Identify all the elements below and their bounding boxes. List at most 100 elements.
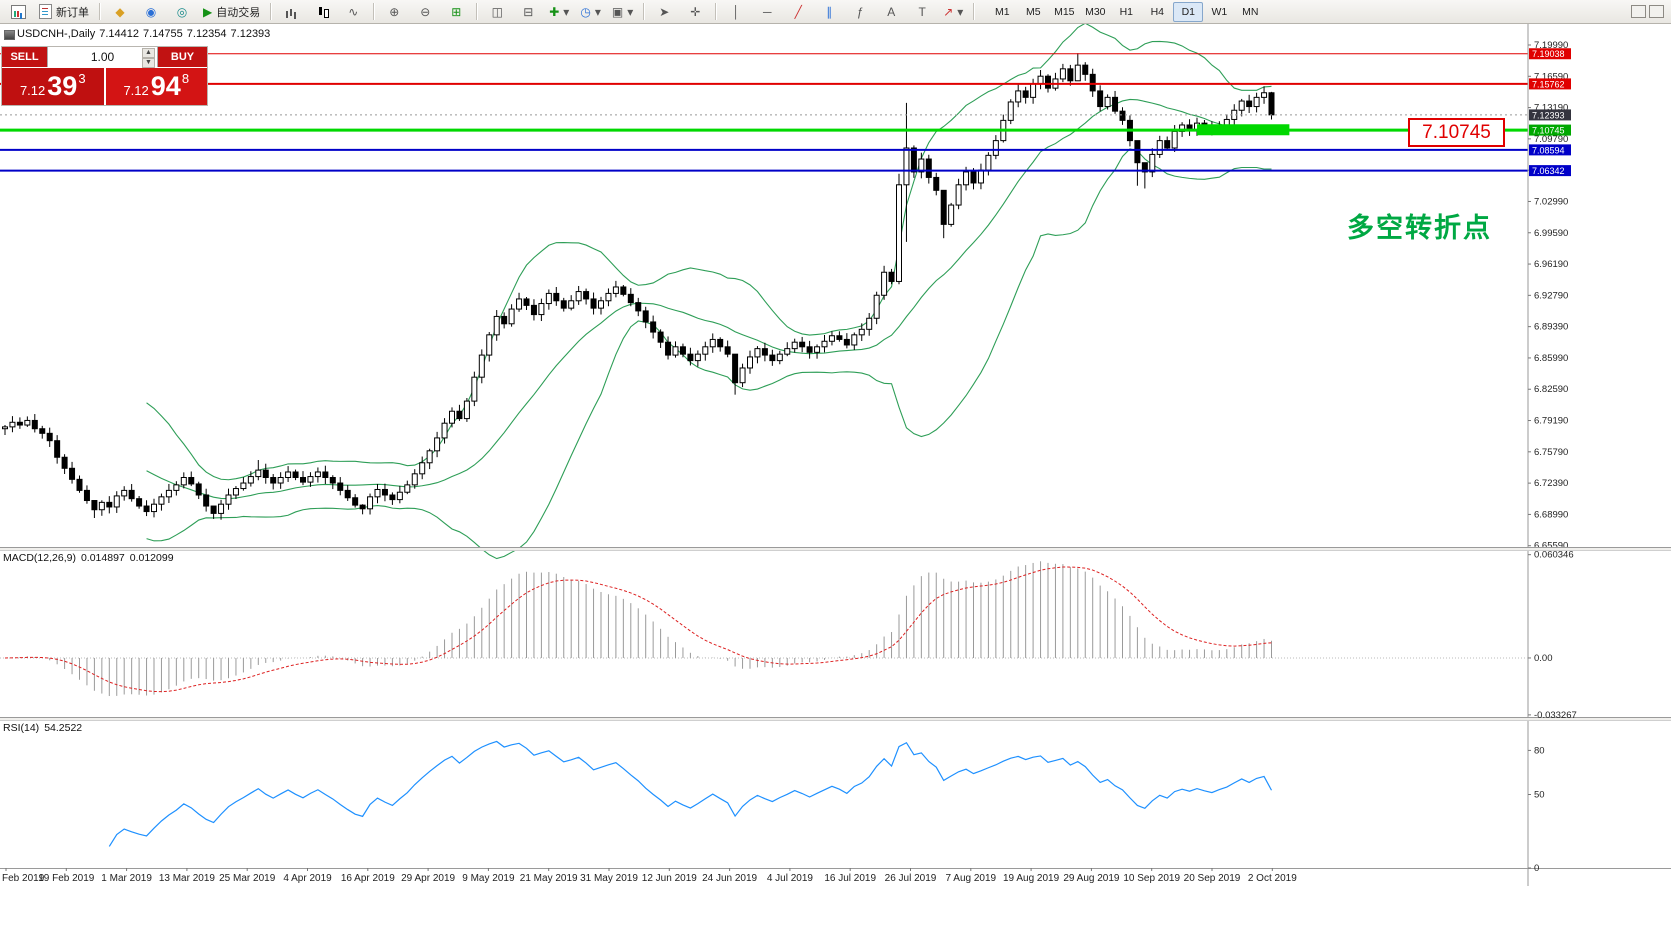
- svg-text:6.79190: 6.79190: [1534, 416, 1568, 427]
- svg-text:12 Jun 2019: 12 Jun 2019: [642, 873, 697, 884]
- timeframe-button-d1[interactable]: D1: [1173, 1, 1204, 22]
- svg-text:50: 50: [1534, 790, 1545, 801]
- zoom-in-icon: ⊕: [389, 4, 400, 19]
- svg-text:7.19038: 7.19038: [1532, 49, 1565, 59]
- svg-text:-0.033267: -0.033267: [1534, 710, 1577, 721]
- timeframe-button-h1[interactable]: H1: [1119, 5, 1134, 18]
- horizontal-line-button[interactable]: ─: [752, 1, 782, 23]
- svg-text:6.85990: 6.85990: [1534, 353, 1568, 364]
- bar-chart-button[interactable]: [276, 1, 306, 23]
- trendline-button[interactable]: ╱: [783, 1, 813, 23]
- rsi-label: RSI(14): [3, 722, 40, 734]
- sell-button[interactable]: SELL: [2, 47, 47, 67]
- periods-button[interactable]: ◷ ▾: [575, 1, 606, 23]
- crosshair-button[interactable]: ✛: [680, 1, 710, 23]
- tile-vertical-button[interactable]: ⊟: [513, 1, 543, 23]
- buy-price-button[interactable]: 7.12 94 8: [105, 68, 207, 105]
- templates-button[interactable]: ▣ ▾: [607, 1, 638, 23]
- svg-text:7.12393: 7.12393: [1532, 110, 1565, 120]
- indicators-button[interactable]: ✚ ▾: [544, 1, 574, 23]
- svg-text:Feb 2019: Feb 2019: [2, 873, 45, 884]
- zoom-in-button[interactable]: ⊕: [379, 1, 409, 23]
- pane-splitter[interactable]: [0, 547, 1671, 551]
- new-order-label: 新订单: [56, 6, 89, 19]
- sell-price-button[interactable]: 7.12 39 3: [2, 68, 104, 105]
- svg-text:6.68990: 6.68990: [1534, 509, 1568, 520]
- svg-text:6.65590: 6.65590: [1534, 541, 1568, 552]
- timeframe-button-m30[interactable]: M30: [1085, 5, 1106, 18]
- autotrading-button[interactable]: ▶ 自动交易: [198, 1, 265, 23]
- vertical-line-button[interactable]: │: [721, 1, 751, 23]
- text-tool-button[interactable]: A: [876, 1, 906, 23]
- toolbar-separator: [270, 3, 272, 20]
- cursor-button[interactable]: ➤: [649, 1, 679, 23]
- line-chart-button[interactable]: ∿: [338, 1, 368, 23]
- svg-text:16 Apr 2019: 16 Apr 2019: [341, 873, 395, 884]
- buy-button[interactable]: BUY: [158, 47, 207, 67]
- label-tool-button[interactable]: T: [907, 1, 937, 23]
- rsi-line: [108, 740, 1273, 847]
- tile-horizontal-button[interactable]: ◫: [482, 1, 512, 23]
- price-axis[interactable]: 7.199907.165907.131907.097907.063907.029…: [1527, 24, 1571, 886]
- candlestick-chart-button[interactable]: [307, 1, 337, 23]
- volume-up-icon[interactable]: ▲: [142, 48, 155, 58]
- timeframe-button-h4[interactable]: H4: [1150, 5, 1165, 18]
- dropdown-icon: ▾: [563, 4, 570, 19]
- arrows-button[interactable]: ↗ ▾: [938, 1, 968, 23]
- svg-text:24 Jun 2019: 24 Jun 2019: [702, 873, 757, 884]
- candlestick-chart-icon: [316, 5, 329, 18]
- svg-text:7.16590: 7.16590: [1534, 71, 1568, 82]
- grid-icon: ⊞: [451, 4, 462, 19]
- svg-text:19 Feb 2019: 19 Feb 2019: [38, 873, 95, 884]
- toolbar-separator: [973, 3, 975, 20]
- macd-header: MACD(12,26,9) 0.014897 0.012099: [3, 552, 179, 564]
- profiles-icon: ◆: [115, 4, 125, 19]
- svg-text:7.09790: 7.09790: [1534, 134, 1568, 145]
- window-restore-icon[interactable]: [1631, 5, 1646, 18]
- timeframe-button-m15[interactable]: M15: [1054, 5, 1075, 18]
- horizontal-lines[interactable]: [0, 53, 1528, 172]
- window-options-icon[interactable]: [1649, 5, 1664, 18]
- svg-text:6.92790: 6.92790: [1534, 290, 1568, 301]
- timeframe-button-m1[interactable]: M1: [995, 5, 1010, 18]
- svg-text:4 Apr 2019: 4 Apr 2019: [283, 873, 332, 884]
- svg-text:6.72390: 6.72390: [1534, 478, 1568, 489]
- price-callout-box[interactable]: 7.10745: [1408, 118, 1505, 147]
- main-toolbar: 新订单 ◆ ◉ ◎ ▶ 自动交易 ∿ ⊕ ⊖ ⊞ ◫ ⊟ ✚ ▾ ◷ ▾ ▣ ▾ ➤ …: [0, 0, 1671, 24]
- tile-horizontal-icon: ◫: [491, 4, 503, 19]
- price-label: 7.15762: [1529, 78, 1571, 90]
- svg-text:7 Aug 2019: 7 Aug 2019: [945, 873, 996, 884]
- svg-text:7.19990: 7.19990: [1534, 40, 1568, 51]
- channel-button[interactable]: ∥: [814, 1, 844, 23]
- support-highlight-bar[interactable]: [1197, 124, 1290, 136]
- svg-text:16 Jul 2019: 16 Jul 2019: [824, 873, 876, 884]
- fibonacci-button[interactable]: ƒ: [845, 1, 875, 23]
- indicators-icon: ✚: [549, 4, 560, 19]
- svg-text:0.00: 0.00: [1534, 653, 1553, 664]
- zoom-out-button[interactable]: ⊖: [410, 1, 440, 23]
- crosshair-icon: ✛: [690, 4, 701, 19]
- timeframe-button-mn[interactable]: MN: [1242, 5, 1259, 18]
- svg-text:6.75790: 6.75790: [1534, 447, 1568, 458]
- svg-text:7.13190: 7.13190: [1534, 103, 1568, 114]
- price-label: 7.10745: [1529, 124, 1571, 136]
- price-label: 7.19038: [1529, 48, 1571, 60]
- timeframe-button-w1[interactable]: W1: [1211, 5, 1228, 18]
- app-button[interactable]: [3, 1, 33, 23]
- text-tool-icon: A: [887, 4, 896, 19]
- macd-signal-value: 0.012099: [129, 552, 174, 564]
- data-window-button[interactable]: ◉: [136, 1, 166, 23]
- volume-down-icon[interactable]: ▼: [142, 58, 155, 68]
- profiles-button[interactable]: ◆: [105, 1, 135, 23]
- community-button[interactable]: ◎: [167, 1, 197, 23]
- pane-splitter[interactable]: [0, 717, 1671, 721]
- volume-box: ▲ ▼: [47, 47, 158, 68]
- svg-text:7.15762: 7.15762: [1532, 79, 1565, 89]
- new-order-button[interactable]: 新订单: [34, 1, 94, 23]
- candlestick-series: [2, 53, 1275, 520]
- volume-input[interactable]: [70, 49, 135, 65]
- grid-button[interactable]: ⊞: [441, 1, 471, 23]
- timeframe-button-m5[interactable]: M5: [1026, 5, 1041, 18]
